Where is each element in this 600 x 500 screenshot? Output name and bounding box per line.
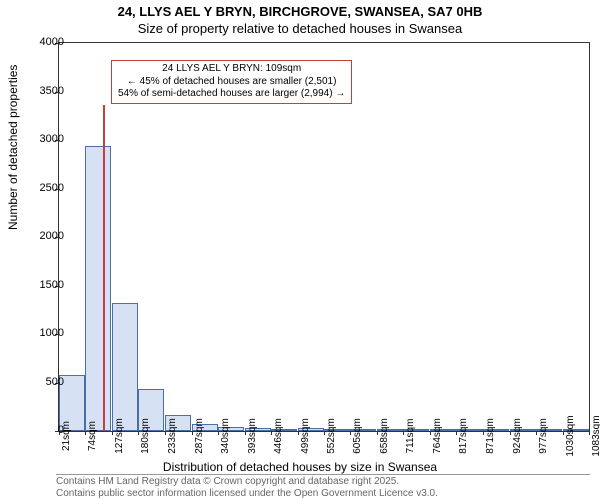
x-tick-label: 605sqm	[352, 418, 363, 454]
y-tick-label: 1500	[24, 279, 64, 291]
x-tick-label: 180sqm	[140, 418, 151, 454]
x-tick-label: 446sqm	[273, 418, 284, 454]
x-tick-mark	[165, 431, 166, 435]
annotation-box: 24 LLYS AEL Y BRYN: 109sqm← 45% of detac…	[111, 60, 352, 104]
x-tick-label: 764sqm	[432, 418, 443, 454]
plot-area: 24 LLYS AEL Y BRYN: 109sqm← 45% of detac…	[58, 42, 590, 432]
annotation-line: 54% of semi-detached houses are larger (…	[118, 88, 345, 101]
x-tick-label: 711sqm	[405, 419, 416, 454]
x-tick-label: 924sqm	[512, 418, 523, 454]
x-tick-mark	[245, 431, 246, 435]
x-tick-mark	[563, 431, 564, 435]
x-tick-mark	[324, 431, 325, 435]
x-axis-label: Distribution of detached houses by size …	[0, 460, 600, 474]
chart-title: 24, LLYS AEL Y BRYN, BIRCHGROVE, SWANSEA…	[0, 0, 600, 21]
x-tick-label: 1030sqm	[565, 415, 576, 456]
x-tick-label: 658sqm	[379, 418, 390, 454]
x-tick-mark	[271, 431, 272, 435]
x-tick-mark	[589, 431, 590, 435]
y-tick-label: 3500	[24, 85, 64, 97]
property-marker-line	[103, 105, 105, 431]
annotation-line: 24 LLYS AEL Y BRYN: 109sqm	[118, 63, 345, 76]
x-tick-label: 1083sqm	[591, 415, 600, 456]
y-tick-label: 1000	[24, 327, 64, 339]
x-tick-label: 21sqm	[61, 421, 72, 451]
x-tick-label: 977sqm	[538, 418, 549, 454]
histogram-bar	[112, 303, 138, 431]
x-tick-label: 233sqm	[167, 418, 178, 454]
x-tick-mark	[192, 431, 193, 435]
y-tick-label: 0	[24, 424, 64, 436]
y-tick-label: 2500	[24, 182, 64, 194]
footer-line-2: Contains public sector information licen…	[56, 488, 590, 500]
x-tick-mark	[298, 431, 299, 435]
x-tick-label: 74sqm	[87, 421, 98, 451]
chart-container: 24, LLYS AEL Y BRYN, BIRCHGROVE, SWANSEA…	[0, 0, 600, 500]
x-tick-label: 499sqm	[300, 418, 311, 454]
x-tick-label: 552sqm	[326, 418, 337, 454]
y-axis-label: Number of detached properties	[6, 65, 20, 230]
x-tick-mark	[112, 431, 113, 435]
y-tick-label: 3000	[24, 133, 64, 145]
annotation-line: ← 45% of detached houses are smaller (2,…	[118, 76, 345, 89]
x-tick-label: 393sqm	[247, 418, 258, 454]
x-tick-mark	[430, 431, 431, 435]
x-tick-mark	[510, 431, 511, 435]
x-tick-label: 340sqm	[220, 418, 231, 454]
x-tick-label: 817sqm	[458, 418, 469, 454]
chart-subtitle: Size of property relative to detached ho…	[0, 21, 600, 38]
x-tick-label: 871sqm	[485, 418, 496, 454]
histogram-bar	[85, 146, 111, 431]
footer-line-1: Contains HM Land Registry data © Crown c…	[56, 476, 590, 488]
x-tick-mark	[536, 431, 537, 435]
chart-footer: Contains HM Land Registry data © Crown c…	[56, 474, 590, 500]
y-tick-label: 2000	[24, 230, 64, 242]
x-tick-label: 287sqm	[194, 418, 205, 454]
plot-surface: 24 LLYS AEL Y BRYN: 109sqm← 45% of detac…	[59, 43, 589, 431]
x-tick-label: 127sqm	[114, 418, 125, 454]
x-tick-mark	[377, 431, 378, 435]
y-tick-label: 500	[24, 376, 64, 388]
y-tick-label: 4000	[24, 36, 64, 48]
